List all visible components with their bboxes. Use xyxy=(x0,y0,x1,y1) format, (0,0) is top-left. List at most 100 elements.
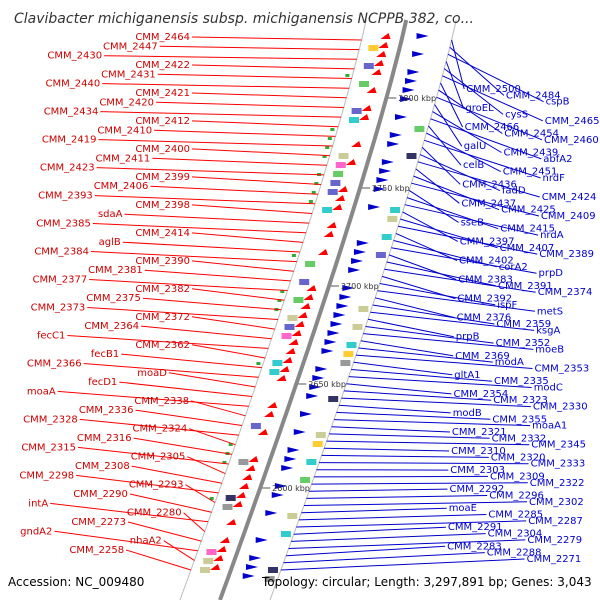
gene-label: CMM_2460 xyxy=(544,135,599,146)
rna-marker xyxy=(322,155,327,158)
label-connector xyxy=(351,369,493,382)
label-connector xyxy=(119,381,253,397)
forward-gene-arrow xyxy=(336,303,349,309)
forward-gene-arrow xyxy=(306,393,319,399)
label-connector xyxy=(100,111,342,118)
gene-label: modA xyxy=(495,357,524,368)
gene-label: celB xyxy=(463,160,484,171)
gene-label: CMM_2465 xyxy=(545,116,600,127)
label-connector xyxy=(89,279,288,291)
label-connector xyxy=(415,168,460,204)
label-connector xyxy=(449,46,505,96)
label-connector xyxy=(336,411,491,420)
gene-label: CMM_2332 xyxy=(492,433,547,444)
category-block xyxy=(343,351,354,357)
label-connector xyxy=(301,507,447,514)
label-connector xyxy=(338,404,451,414)
category-block xyxy=(281,333,292,339)
gene-label: CMM_2421 xyxy=(135,88,190,99)
gene-label: CMM_2310 xyxy=(451,446,506,457)
gene-label: CMM_2409 xyxy=(541,211,596,222)
gene-label: nhaA2 xyxy=(130,536,162,547)
label-connector xyxy=(127,521,202,542)
label-connector xyxy=(370,311,535,331)
forward-gene-arrow xyxy=(416,33,429,39)
forward-gene-arrow xyxy=(348,267,361,273)
category-block xyxy=(349,117,359,123)
gene-label: CMM_2406 xyxy=(94,181,149,192)
gene-label: aglB xyxy=(99,237,121,248)
gene-label: CMM_2290 xyxy=(73,489,128,500)
gene-label: CMM_2279 xyxy=(527,535,582,546)
gene-label: moeB xyxy=(535,344,564,355)
gene-label: corA2 xyxy=(499,262,528,273)
label-connector xyxy=(187,456,226,475)
label-connector xyxy=(191,176,322,185)
label-connector xyxy=(341,397,531,408)
category-block xyxy=(300,477,311,483)
label-connector xyxy=(142,297,282,311)
forward-gene-arrow xyxy=(400,96,413,102)
reverse-gene-arrow xyxy=(282,357,293,363)
label-connector xyxy=(319,462,529,465)
gene-label: CMM_2296 xyxy=(489,491,544,502)
label-connector xyxy=(288,539,526,549)
category-block xyxy=(359,81,369,87)
gene-label: metS xyxy=(537,306,563,317)
gene-label: CMM_2385 xyxy=(36,219,91,230)
category-block xyxy=(335,162,346,168)
label-connector xyxy=(129,493,212,513)
gene-label: CMM_2291 xyxy=(448,522,503,533)
reverse-gene-arrow xyxy=(337,186,348,192)
gene-label: intA xyxy=(28,498,48,509)
gene-label: moaD xyxy=(137,368,167,379)
forward-gene-arrow xyxy=(281,465,294,471)
forward-gene-arrow xyxy=(373,186,386,192)
gene-label: CMM_2293 xyxy=(129,480,184,491)
label-connector xyxy=(150,185,319,195)
gene-label: moaE xyxy=(449,503,477,514)
label-connector xyxy=(430,118,542,160)
label-connector xyxy=(331,426,450,433)
rna-marker xyxy=(330,128,335,131)
reverse-gene-arrow xyxy=(306,285,317,291)
label-connector xyxy=(92,223,307,234)
label-connector xyxy=(391,247,537,274)
gene-label: CMM_2454 xyxy=(504,129,559,140)
gene-label: CMM_2500 xyxy=(466,84,521,95)
label-connector xyxy=(87,307,279,320)
reverse-gene-arrow xyxy=(209,564,220,570)
gene-label: CMM_2308 xyxy=(75,461,130,472)
forward-gene-arrow xyxy=(321,348,334,354)
gene-label: CMM_2309 xyxy=(490,471,545,482)
label-connector xyxy=(191,92,347,99)
gene-label: CMM_2414 xyxy=(135,228,190,239)
label-connector xyxy=(67,335,269,349)
gene-label: CMM_2320 xyxy=(491,452,546,463)
reverse-gene-arrow xyxy=(226,519,237,525)
reverse-gene-arrow xyxy=(373,60,384,66)
gene-label: CMM_2323 xyxy=(493,395,548,406)
gene-label: CMM_2424 xyxy=(542,192,597,203)
reverse-gene-arrow xyxy=(216,546,227,552)
reverse-gene-arrow xyxy=(303,294,314,300)
gene-label: sdaA xyxy=(98,209,123,220)
forward-gene-arrow xyxy=(333,312,346,318)
label-connector xyxy=(102,83,350,89)
reverse-gene-arrow xyxy=(376,51,387,57)
category-block xyxy=(287,513,298,519)
label-connector xyxy=(98,139,333,147)
reverse-gene-arrow xyxy=(288,339,299,345)
forward-gene-arrow xyxy=(271,492,284,498)
reverse-gene-arrow xyxy=(359,114,370,120)
label-connector xyxy=(358,347,493,363)
feature-band-layer xyxy=(179,19,457,600)
category-block xyxy=(375,252,386,258)
forward-gene-arrow xyxy=(274,483,287,489)
category-block xyxy=(306,459,317,465)
reverse-gene-arrow xyxy=(380,33,391,39)
gene-label: CMM_2280 xyxy=(127,508,182,519)
category-block xyxy=(269,369,280,375)
reverse-gene-arrow xyxy=(267,402,278,408)
